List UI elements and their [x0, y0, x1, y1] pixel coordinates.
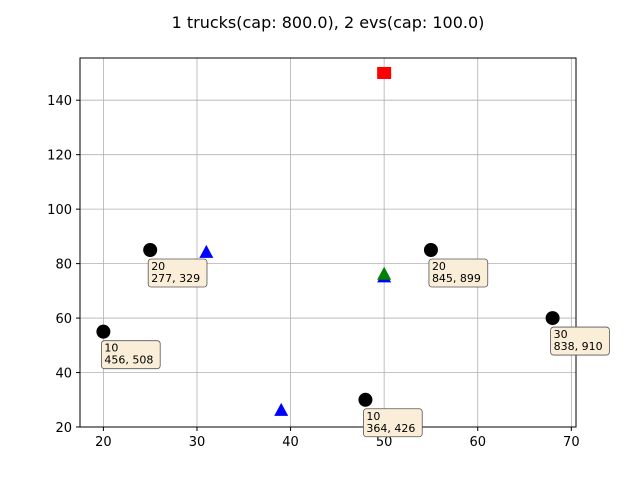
x-tick-label: 70	[563, 435, 580, 450]
annotation-text: 838, 910	[554, 340, 603, 353]
customer-point	[423, 242, 438, 257]
x-tick-label: 20	[95, 435, 112, 450]
annotation-box	[428, 258, 489, 288]
y-tick-label: 120	[47, 149, 72, 164]
y-tick-label: 40	[55, 367, 72, 382]
y-tick-label: 140	[47, 94, 72, 109]
y-tick-label: 60	[55, 312, 72, 327]
annotation-text: 845, 899	[432, 272, 481, 285]
annotation-text: 456, 508	[104, 354, 153, 367]
y-tick-label: 80	[55, 258, 72, 273]
x-tick-label: 50	[376, 435, 393, 450]
annotation-box	[550, 326, 610, 356]
grid	[80, 58, 576, 428]
customer-point	[143, 242, 158, 257]
customer-point	[358, 392, 373, 407]
annotation-box	[100, 340, 161, 370]
station-point	[274, 402, 289, 416]
y-tick-label: 100	[47, 203, 72, 218]
annotation-box	[363, 408, 423, 438]
annotation-text: 30	[554, 328, 568, 341]
depot-point	[377, 66, 392, 79]
annotation-text: 20	[151, 260, 165, 273]
chart-title: 1 trucks(cap: 800.0), 2 evs(cap: 100.0)	[172, 13, 485, 32]
annotation-text: 10	[366, 410, 380, 423]
annotation-text: 20	[432, 260, 446, 273]
x-tick-label: 60	[469, 435, 486, 450]
station-point	[377, 266, 392, 280]
annotation-text: 10	[104, 342, 118, 355]
annotation-text: 277, 329	[151, 272, 200, 285]
station-point	[199, 244, 214, 258]
annotation-text: 364, 426	[366, 422, 415, 435]
x-tick-label: 30	[189, 435, 206, 450]
customer-point	[545, 311, 560, 326]
plot-frame	[79, 57, 577, 428]
y-tick-label: 20	[55, 421, 72, 436]
data-marks	[96, 66, 560, 416]
customer-point	[96, 324, 111, 339]
annotation-box	[147, 258, 208, 288]
x-tick-label: 40	[282, 435, 299, 450]
